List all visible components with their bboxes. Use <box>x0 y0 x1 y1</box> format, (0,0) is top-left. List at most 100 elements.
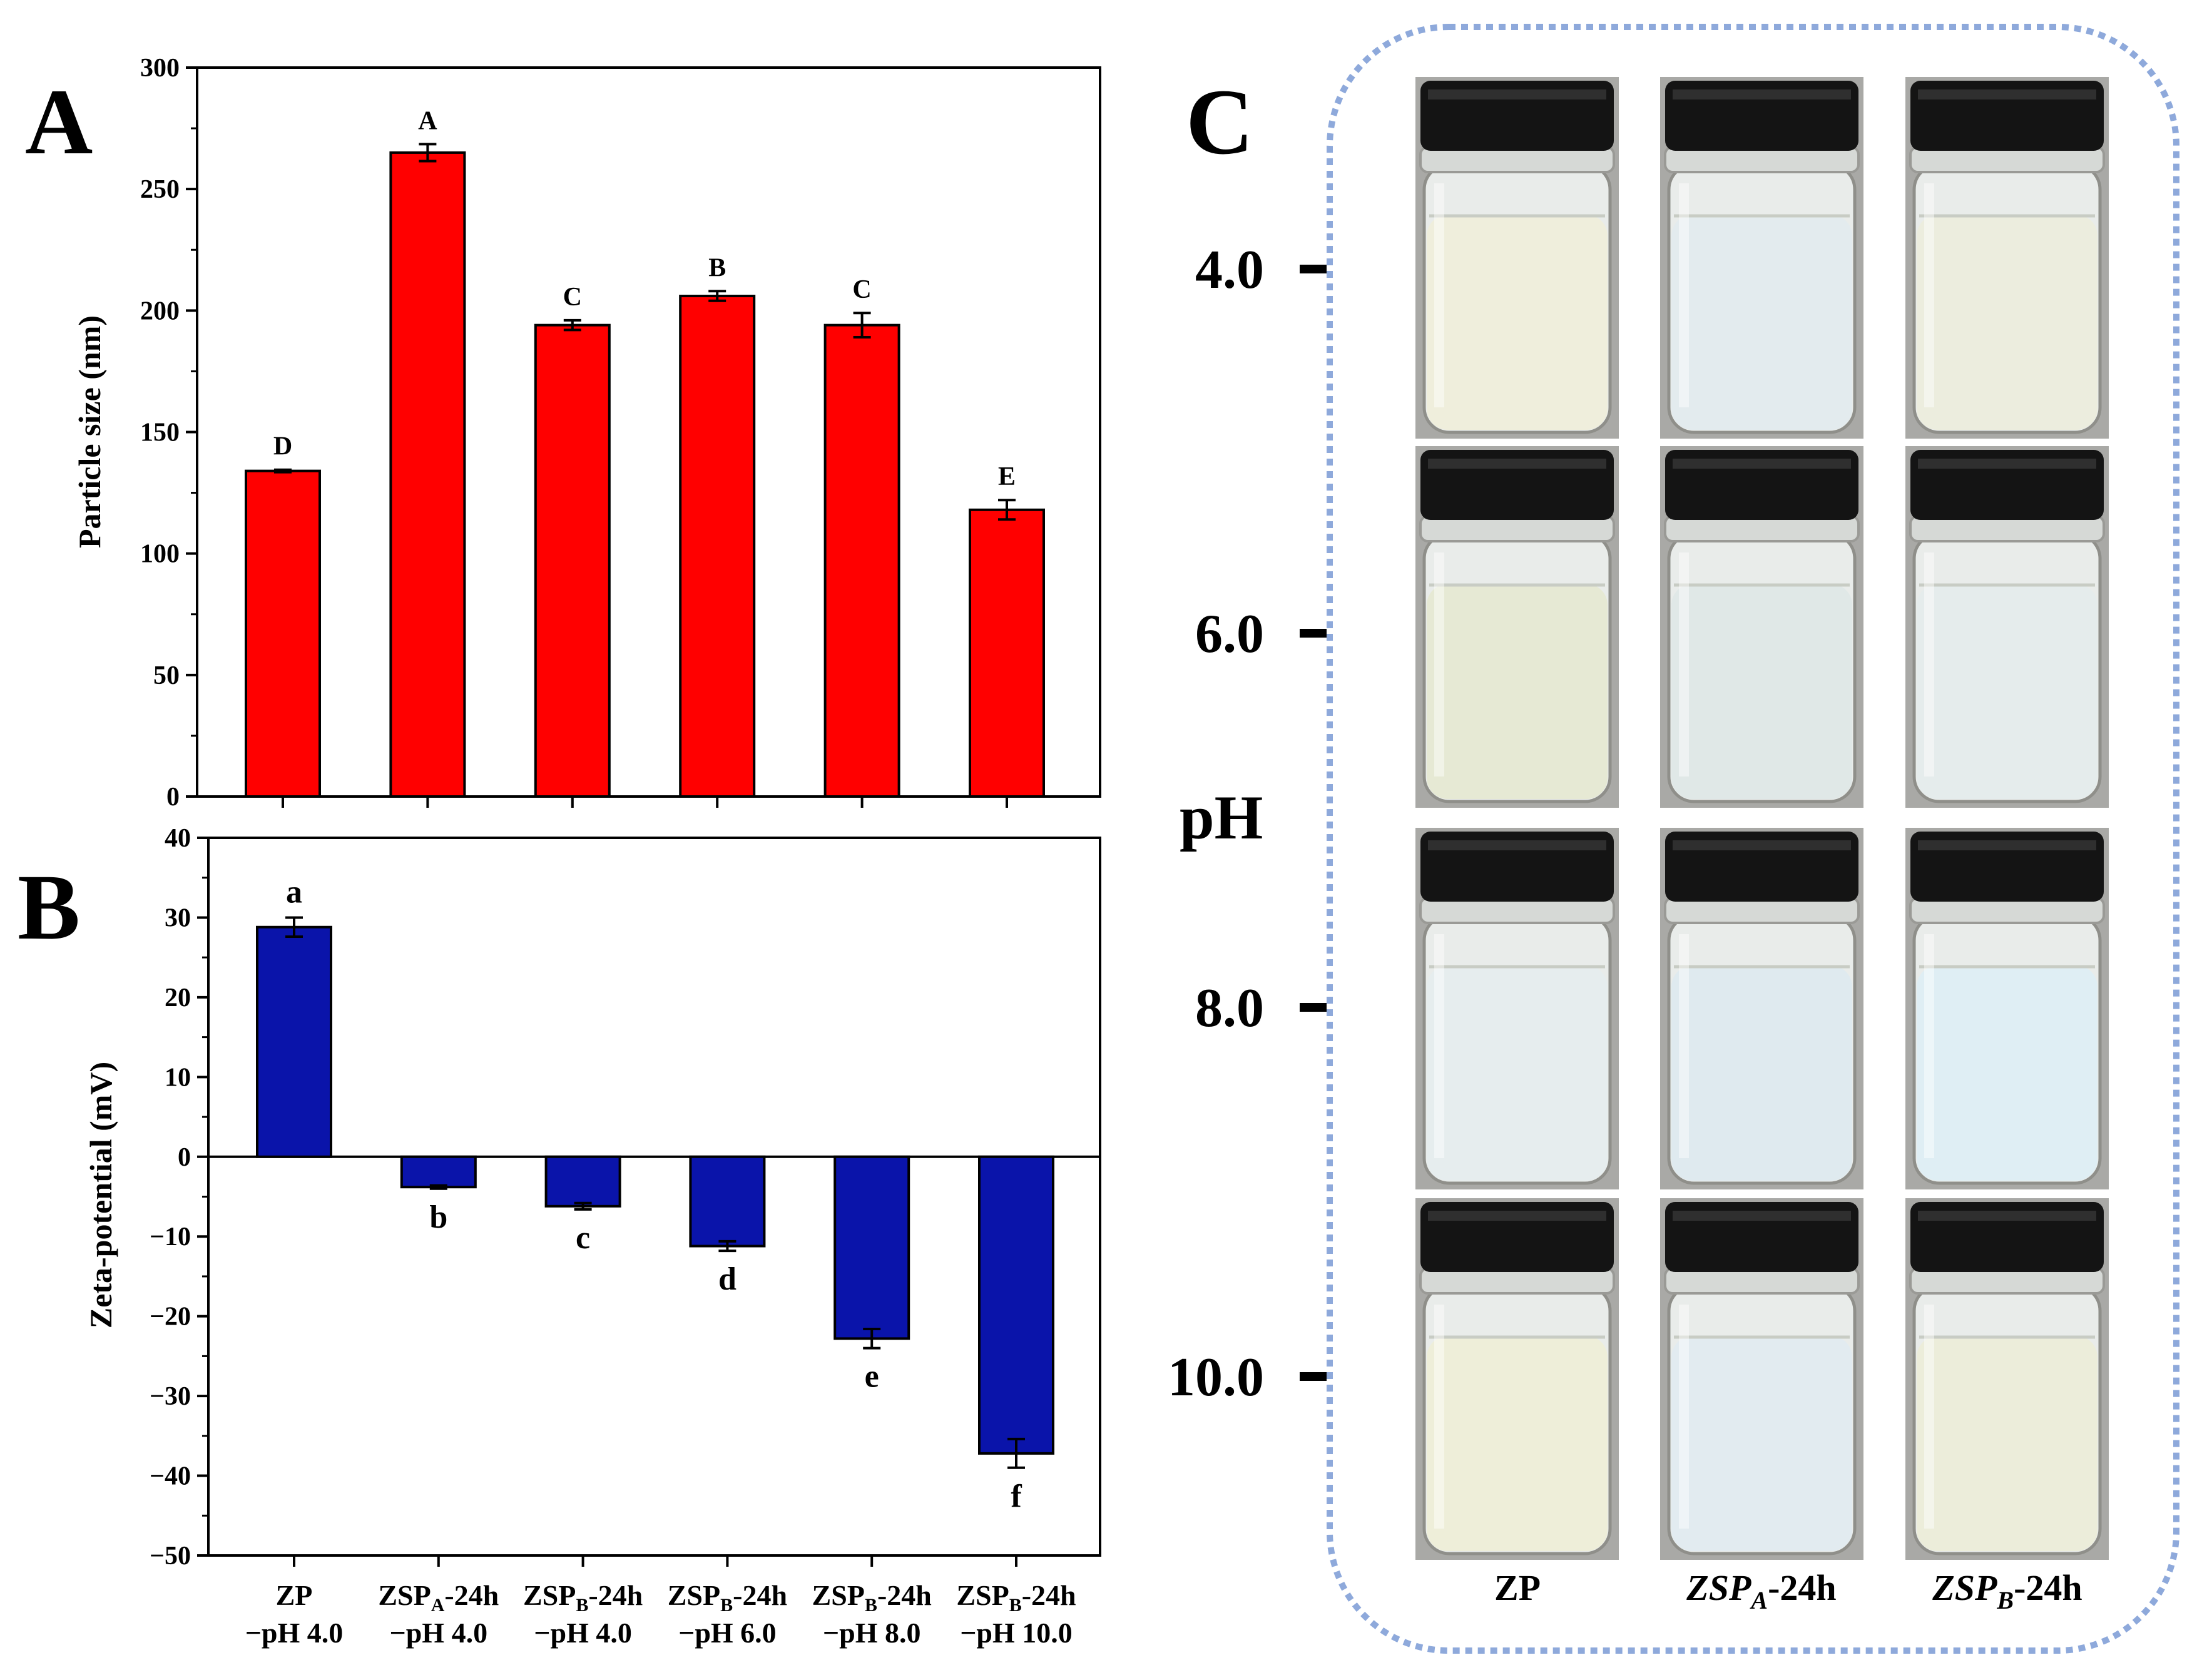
ph-row-label: 4.0 <box>1195 240 1264 300</box>
significance-letter: d <box>718 1261 737 1297</box>
bar <box>833 1155 910 1340</box>
x-tick-label-line2: −pH 6.0 <box>678 1617 777 1649</box>
significance-letter: b <box>429 1199 447 1235</box>
y-tick-label: 0 <box>166 783 180 812</box>
bar <box>969 508 1045 798</box>
vial-photo-panel: pH 4.0 6.0 8.0 10.0 ZP ZSPA-24h ZSPB-24h <box>1168 24 2179 1654</box>
significance-letter: C <box>852 275 871 304</box>
cap-ridge <box>1918 459 2096 469</box>
column-label: ZP <box>1494 1567 1541 1608</box>
x-tick-label: ZP <box>276 1579 313 1611</box>
cap-ridge <box>1918 89 2096 99</box>
cap-ridge <box>1428 89 1606 99</box>
bar <box>544 1155 621 1208</box>
vial-liquid <box>1427 584 1608 799</box>
vial-liquid <box>1671 215 1852 430</box>
glass-highlight <box>1679 1305 1689 1529</box>
significance-letter: B <box>708 253 726 282</box>
glass-highlight <box>1924 934 1934 1158</box>
bar <box>978 1155 1054 1455</box>
significance-letter: C <box>563 283 582 312</box>
chart-a-frame <box>196 66 1101 798</box>
cap-ridge <box>1673 840 1851 850</box>
y-tick-label: 50 <box>153 661 180 690</box>
y-tick-label: 200 <box>140 297 180 325</box>
cap-ridge <box>1428 1211 1606 1221</box>
y-tick-label: −40 <box>150 1462 191 1491</box>
cap-ridge <box>1918 840 2096 850</box>
significance-letter: c <box>576 1220 590 1256</box>
panel-label-a: A <box>25 70 93 174</box>
y-tick-label: −10 <box>150 1223 191 1251</box>
glass-highlight <box>1679 552 1689 776</box>
y-tick-label: 300 <box>140 54 180 83</box>
cap-ridge <box>1918 1211 2096 1221</box>
x-tick-label: ZSPB-24h <box>812 1579 932 1616</box>
y-tick-label: 100 <box>140 540 180 569</box>
vial-liquid <box>1917 965 2098 1181</box>
ph-row-label: 10.0 <box>1168 1347 1264 1408</box>
glass-highlight <box>1434 183 1444 407</box>
particle-size-chart: 0 50 100 150 200 250 300 D A C B C E Particle size … <box>72 54 1101 812</box>
cap-ridge <box>1428 840 1606 850</box>
glass-highlight <box>1924 183 1934 407</box>
y-tick-label: 40 <box>165 824 191 853</box>
bar <box>245 469 321 798</box>
chart-a-y-axis-label: Particle size (nm) <box>72 315 107 548</box>
cap-ridge <box>1673 459 1851 469</box>
bar <box>689 1155 766 1248</box>
x-tick-label: ZSPB-24h <box>668 1579 787 1616</box>
cap-ridge <box>1673 1211 1851 1221</box>
vial-liquid <box>1671 584 1852 799</box>
y-tick-label: 250 <box>140 175 180 204</box>
x-tick-label: ZSPB-24h <box>956 1579 1076 1616</box>
x-tick-label-line2: −pH 10.0 <box>960 1617 1073 1649</box>
bar <box>256 925 332 1158</box>
zeta-potential-chart: −50 −40 −30 −20 −10 0 10 20 30 40 a b c d e f Zeta-pot… <box>83 824 1101 1649</box>
y-tick-label: 30 <box>165 904 191 932</box>
bar <box>679 295 756 798</box>
vial-liquid <box>1671 965 1852 1181</box>
significance-letter: f <box>1011 1479 1022 1514</box>
x-tick-label-line2: −pH 4.0 <box>245 1617 344 1649</box>
cap-ridge <box>1673 89 1851 99</box>
panel-label-b: B <box>18 855 80 959</box>
vial-liquid <box>1427 1336 1608 1551</box>
x-tick-label-line2: −pH 8.0 <box>823 1617 921 1649</box>
y-tick-label: −30 <box>150 1382 191 1411</box>
dashed-frame <box>1327 24 2179 1654</box>
x-tick-label: ZSPB-24h <box>523 1579 643 1616</box>
significance-letter: E <box>998 462 1016 491</box>
ph-axis-label: pH <box>1180 783 1263 852</box>
y-tick-label: −50 <box>150 1542 191 1571</box>
vial-liquid <box>1671 1336 1852 1551</box>
x-tick-label-line2: −pH 4.0 <box>534 1617 632 1649</box>
glass-highlight <box>1679 183 1689 407</box>
glass-highlight <box>1434 934 1444 1158</box>
column-label: ZSPB-24h <box>1932 1567 2082 1614</box>
glass-highlight <box>1924 1305 1934 1529</box>
vial-liquid <box>1427 965 1608 1181</box>
chart-b-y-axis-label: Zeta-potential (mV) <box>83 1062 118 1328</box>
significance-letter: A <box>418 106 437 135</box>
bar <box>389 151 466 798</box>
chart-b-frame <box>207 837 1101 1557</box>
panel-label-c: C <box>1186 70 1253 174</box>
vial-liquid <box>1917 584 2098 799</box>
y-tick-label: −20 <box>150 1303 191 1331</box>
ph-row-label: 8.0 <box>1195 978 1264 1039</box>
vial-liquid <box>1427 215 1608 430</box>
glass-highlight <box>1434 1305 1444 1529</box>
y-tick-label: 150 <box>140 419 180 447</box>
glass-highlight <box>1679 934 1689 1158</box>
cap-ridge <box>1428 459 1606 469</box>
significance-letter: D <box>273 432 292 461</box>
significance-letter: e <box>865 1359 879 1395</box>
glass-highlight <box>1434 552 1444 776</box>
bar <box>534 323 611 798</box>
x-tick-label: ZSPA-24h <box>378 1579 499 1616</box>
vial-liquid <box>1917 1336 2098 1551</box>
y-tick-label: 0 <box>178 1143 191 1172</box>
significance-letter: a <box>286 874 302 910</box>
